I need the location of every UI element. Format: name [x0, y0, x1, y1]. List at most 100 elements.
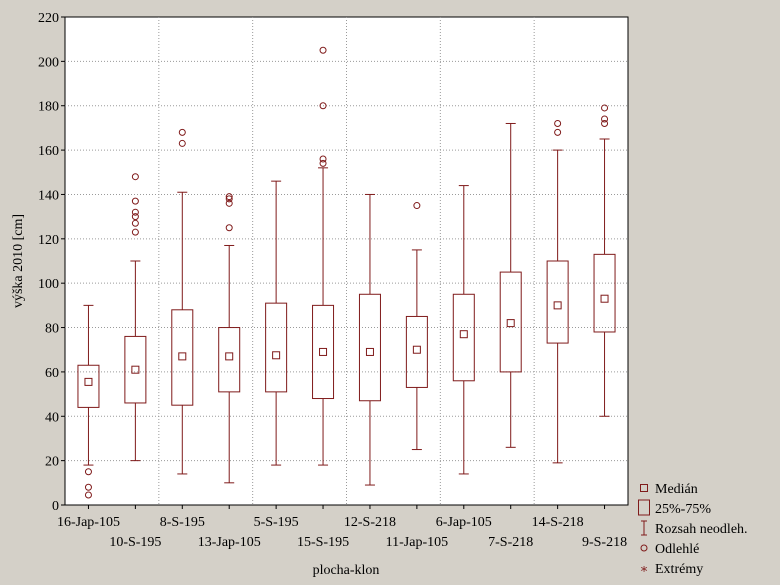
- iqr-box: [218, 327, 241, 393]
- box-group: [265, 180, 288, 466]
- y-tick-label: 220: [38, 11, 59, 26]
- outlier-point: [319, 102, 327, 110]
- box-group: [218, 193, 241, 484]
- outlier-point: [84, 491, 92, 499]
- x-tick-label: 6-Jap-105: [436, 515, 492, 530]
- y-tick-label: 200: [38, 55, 59, 70]
- x-tick-label: 14-S-218: [532, 515, 584, 530]
- median-marker: [459, 330, 468, 339]
- box-group: [171, 128, 194, 475]
- grid-lines: [65, 17, 628, 505]
- box-group: [593, 104, 616, 417]
- legend-median-symbol: [640, 484, 648, 492]
- x-tick-label: 16-Jap-105: [57, 515, 120, 530]
- median-marker: [131, 365, 140, 374]
- iqr-box: [593, 253, 616, 333]
- x-tick-label: 9-S-218: [582, 535, 627, 550]
- x-tick-label: 15-S-195: [297, 535, 349, 550]
- y-axis: 0 20 40 60 80 100 120 140 160 180 200 220: [38, 11, 65, 514]
- legend-label: 25%-75%: [655, 502, 711, 517]
- outlier-point: [178, 139, 186, 147]
- x-axis: 16-Jap-105 10-S-195 8-S-195 13-Jap-105 5-S-1…: [57, 505, 627, 550]
- median-marker: [225, 352, 234, 361]
- box-group: [546, 119, 569, 464]
- legend-item: 25%-75%: [638, 499, 711, 517]
- outlier-point: [178, 128, 186, 136]
- y-tick-label: 80: [45, 322, 59, 337]
- outlier-point: [131, 197, 139, 205]
- median-marker: [412, 345, 421, 354]
- iqr-box: [171, 309, 194, 406]
- box-group: [452, 185, 475, 475]
- outlier-point: [225, 195, 233, 203]
- x-tick-label: 7-S-218: [488, 535, 533, 550]
- x-tick-label: 5-S-195: [254, 515, 299, 530]
- box-series: [77, 46, 616, 499]
- outlier-point: [131, 219, 139, 227]
- iqr-box: [312, 304, 335, 400]
- y-tick-label: 140: [38, 188, 59, 203]
- outlier-point: [225, 224, 233, 232]
- x-tick-label: 13-Jap-105: [198, 535, 261, 550]
- median-marker: [84, 377, 93, 386]
- box-group: [499, 122, 522, 448]
- outlier-point: [413, 202, 421, 210]
- median-marker: [553, 301, 562, 310]
- median-marker: [178, 352, 187, 361]
- outlier-point: [225, 193, 233, 201]
- iqr-box: [452, 293, 475, 382]
- outlier-point: [84, 483, 92, 491]
- legend-label: Medián: [655, 482, 698, 497]
- y-axis-title: výška 2010 [cm]: [11, 214, 26, 308]
- y-tick-label: 20: [45, 455, 59, 470]
- legend: Medián 25%-75% Rozsah neodleh. Odlehlé ∗ Extr…: [638, 482, 748, 577]
- outlier-point: [554, 119, 562, 127]
- y-tick-label: 120: [38, 233, 59, 248]
- iqr-box: [546, 260, 569, 344]
- outlier-point: [554, 128, 562, 136]
- outlier-point: [131, 213, 139, 221]
- box-group: [312, 46, 335, 466]
- y-tick-label: 180: [38, 100, 59, 115]
- iqr-box: [124, 335, 147, 404]
- box-group: [358, 193, 381, 486]
- median-marker: [365, 347, 374, 356]
- y-tick-label: 60: [45, 366, 59, 381]
- iqr-box: [499, 271, 522, 373]
- x-tick-label: 12-S-218: [344, 515, 396, 530]
- box-group: [77, 304, 100, 499]
- outlier-point: [601, 119, 609, 127]
- legend-item: Odlehlé: [640, 542, 699, 557]
- outlier-point: [601, 115, 609, 123]
- x-axis-title: plocha-klon: [313, 563, 380, 578]
- legend-item: Rozsah neodleh.: [641, 520, 748, 537]
- x-tick-label: 10-S-195: [109, 535, 161, 550]
- legend-extreme-symbol: ∗: [640, 561, 649, 576]
- x-tick-label: 11-Jap-105: [386, 535, 448, 550]
- outlier-point: [84, 468, 92, 476]
- outlier-point: [131, 208, 139, 216]
- outlier-point: [131, 173, 139, 181]
- median-marker: [600, 294, 609, 303]
- legend-label: Extrémy: [655, 562, 703, 577]
- legend-outlier-symbol: [640, 544, 648, 552]
- outlier-point: [601, 104, 609, 112]
- legend-box-symbol: [638, 499, 650, 516]
- legend-item: Medián: [640, 482, 698, 497]
- median-marker: [506, 319, 515, 328]
- legend-item: ∗ Extrémy: [640, 561, 704, 577]
- iqr-box: [405, 315, 428, 388]
- outlier-point: [319, 46, 327, 54]
- box-group: [124, 173, 147, 462]
- iqr-box: [358, 293, 381, 402]
- outlier-point: [131, 228, 139, 236]
- iqr-box: [77, 364, 100, 408]
- median-marker: [319, 347, 328, 356]
- legend-label: Rozsah neodleh.: [655, 522, 748, 537]
- outlier-point: [225, 199, 233, 207]
- legend-label: Odlehlé: [655, 542, 699, 557]
- box-group: [405, 202, 428, 451]
- outlier-point: [319, 155, 327, 163]
- x-tick-label: 8-S-195: [160, 515, 205, 530]
